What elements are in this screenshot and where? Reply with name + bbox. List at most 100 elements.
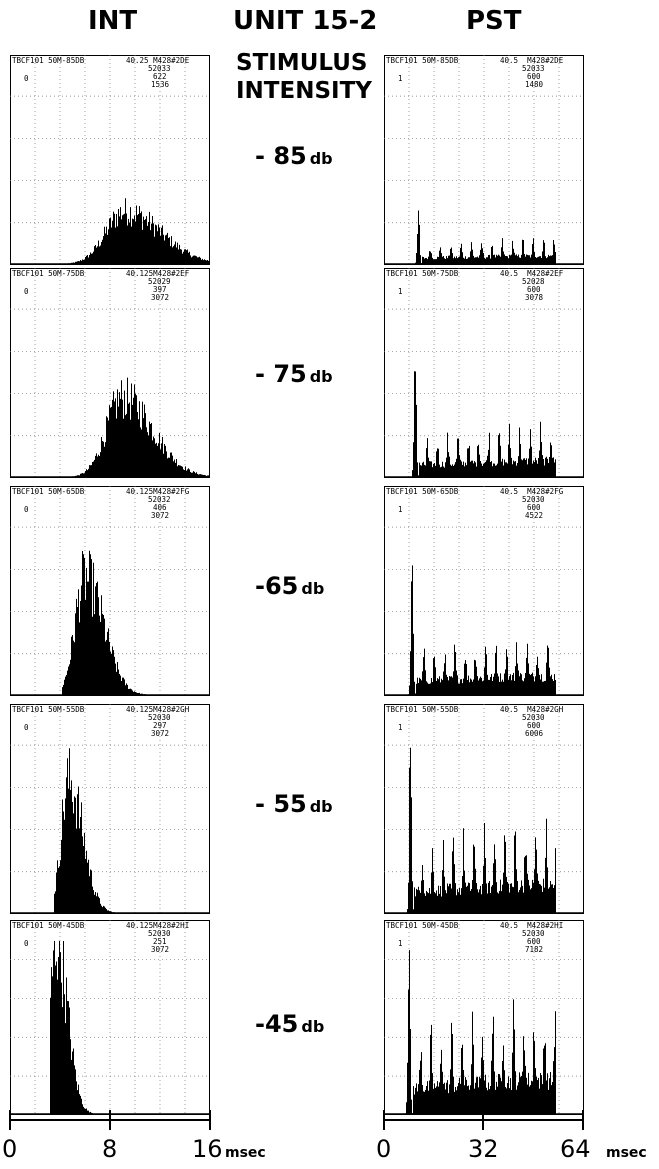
stimulus-label: STIMULUS <box>236 50 368 76</box>
panel-count-2: 622 <box>153 72 167 81</box>
pst-column-header: PST <box>466 6 522 36</box>
int-histogram-panel: TBCF101 50M-75DB 40.125M428#2EF 52029 397 30… <box>10 268 210 478</box>
pst-histogram-plot <box>384 920 584 1115</box>
pst-histogram-panel: TBCF101 50M-65DB 40.5 M428#2FG 52030 600 452… <box>384 486 584 696</box>
int-column-header: INT <box>88 6 138 36</box>
pst-histogram-panel: TBCF101 50M-85DB 40.5 M428#2DE 52033 600 148… <box>384 55 584 265</box>
panel-tag: TBCF101 50M-55DB <box>386 705 459 714</box>
intensity-value: - 85 <box>255 142 307 170</box>
stimulus-intensity-label: - 85 db <box>255 142 333 170</box>
panel-flag: 1 <box>398 74 403 83</box>
panel-tag: TBCF101 50M-65DB <box>12 487 85 496</box>
stimulus-intensity-label: -65 db <box>255 572 324 600</box>
panel-count-2: 600 <box>527 503 541 512</box>
panel-ref: 40.5 M428#2FG <box>500 487 564 496</box>
panel-count-2: 600 <box>527 721 541 730</box>
int-histogram-bars <box>10 550 210 695</box>
int-histogram-bars <box>10 198 210 264</box>
panel-count-2: 600 <box>527 285 541 294</box>
panel-frame <box>10 920 210 1115</box>
intensity-value: - 75 <box>255 360 307 388</box>
pst-histogram-plot <box>384 704 584 914</box>
panel-ref: 40.5 M428#2GH <box>500 705 564 714</box>
pst-histogram-bars <box>384 210 584 264</box>
panel-tag: TBCF101 50M-85DB <box>386 56 459 65</box>
panel-count-3: 3072 <box>151 945 170 954</box>
panel-count-3: 1536 <box>151 80 170 89</box>
int-histogram-bars <box>10 377 210 477</box>
int-histogram-plot <box>10 268 210 478</box>
panel-tag: TBCF101 50M-65DB <box>386 487 459 496</box>
int-histogram-bars <box>10 748 210 913</box>
stimulus-intensity-label: - 75 db <box>255 360 333 388</box>
int-histogram-plot <box>10 55 210 265</box>
int-axis-unit: msec <box>225 1145 266 1161</box>
stimulus-intensity-label: -45 db <box>255 1010 324 1038</box>
pst-tick-label-32: 32 <box>468 1135 499 1163</box>
pst-histogram-plot <box>384 268 584 478</box>
int-tick-label-0: 0 <box>2 1135 18 1163</box>
panel-count-3: 1480 <box>525 80 544 89</box>
panel-ref: 40.5 M428#2DE <box>500 56 564 65</box>
panel-count-1: 52030 <box>522 929 545 938</box>
panel-ref: 40.125M428#2FG <box>126 487 190 496</box>
panel-count-1: 52033 <box>522 64 545 73</box>
pst-tick-label-0: 0 <box>376 1135 392 1163</box>
panel-flag: 0 <box>24 723 29 732</box>
panel-flag: 1 <box>398 939 403 948</box>
panel-ref: 40.5 M428#2HI <box>500 921 564 930</box>
panel-count-3: 3072 <box>151 293 170 302</box>
panel-tag: TBCF101 50M-75DB <box>12 269 85 278</box>
panel-ref: 40.125M428#2EF <box>126 269 190 278</box>
panel-count-3: 6006 <box>525 729 544 738</box>
panel-flag: 0 <box>24 505 29 514</box>
panel-tag: TBCF101 50M-55DB <box>12 705 85 714</box>
pst-histogram-bars <box>384 565 584 695</box>
panel-count-1: 52030 <box>148 713 171 722</box>
intensity-label: INTENSITY <box>236 78 372 104</box>
panel-tag: TBCF101 50M-45DB <box>386 921 459 930</box>
panel-count-3: 3078 <box>525 293 544 302</box>
panel-count-2: 397 <box>153 285 167 294</box>
panel-ref: 40.5 M428#2EF <box>500 269 564 278</box>
panel-ref: 40.125M428#2GH <box>126 705 190 714</box>
panel-ref: 40.125M428#2HI <box>126 921 190 930</box>
int-histogram-panel: TBCF101 50M-85DB 40.25 M428#2DE 52033 622 15… <box>10 55 210 265</box>
panel-count-1: 52028 <box>522 277 545 286</box>
int-tick-label-16: 16 <box>192 1135 223 1163</box>
int-histogram-plot <box>10 486 210 696</box>
intensity-value: -45 <box>255 1010 299 1038</box>
panel-flag: 1 <box>398 723 403 732</box>
panel-count-1: 52030 <box>522 713 545 722</box>
intensity-unit: db <box>309 797 333 816</box>
panel-count-3: 4522 <box>525 511 544 520</box>
panel-count-1: 52030 <box>148 929 171 938</box>
panel-tag: TBCF101 50M-45DB <box>12 921 85 930</box>
panel-count-1: 52029 <box>148 277 171 286</box>
panel-count-3: 3072 <box>151 511 170 520</box>
panel-flag: 1 <box>398 505 403 514</box>
pst-histogram-panel: TBCF101 50M-55DB 40.5 M428#2GH 52030 600 600… <box>384 704 584 914</box>
pst-histogram-panel: TBCF101 50M-75DB 40.5 M428#2EF 52028 600 307… <box>384 268 584 478</box>
unit-title: UNIT 15-2 <box>233 6 378 36</box>
pst-histogram-plot <box>384 55 584 265</box>
panel-count-1: 52030 <box>522 495 545 504</box>
panel-tag: TBCF101 50M-75DB <box>386 269 459 278</box>
pst-histogram-bars <box>384 747 584 913</box>
int-histogram-panel: TBCF101 50M-55DB 40.125M428#2GH 52030 297 30… <box>10 704 210 914</box>
pst-tick-label-64: 64 <box>560 1135 591 1163</box>
int-histogram-panel: TBCF101 50M-65DB 40.125M428#2FG 52032 406 30… <box>10 486 210 696</box>
pst-histogram-panel: TBCF101 50M-45DB 40.5 M428#2HI 52030 600 718… <box>384 920 584 1115</box>
int-histogram-plot <box>10 920 210 1115</box>
panel-flag: 0 <box>24 939 29 948</box>
int-histogram-plot <box>10 704 210 914</box>
panel-count-1: 52032 <box>148 495 171 504</box>
panel-count-2: 600 <box>527 937 541 946</box>
x-axes <box>9 1110 584 1130</box>
panel-count-3: 7182 <box>525 945 544 954</box>
panel-count-2: 297 <box>153 721 167 730</box>
panel-flag: 0 <box>24 287 29 296</box>
panel-flag: 1 <box>398 287 403 296</box>
intensity-unit: db <box>301 1017 325 1036</box>
panel-count-2: 406 <box>153 503 167 512</box>
